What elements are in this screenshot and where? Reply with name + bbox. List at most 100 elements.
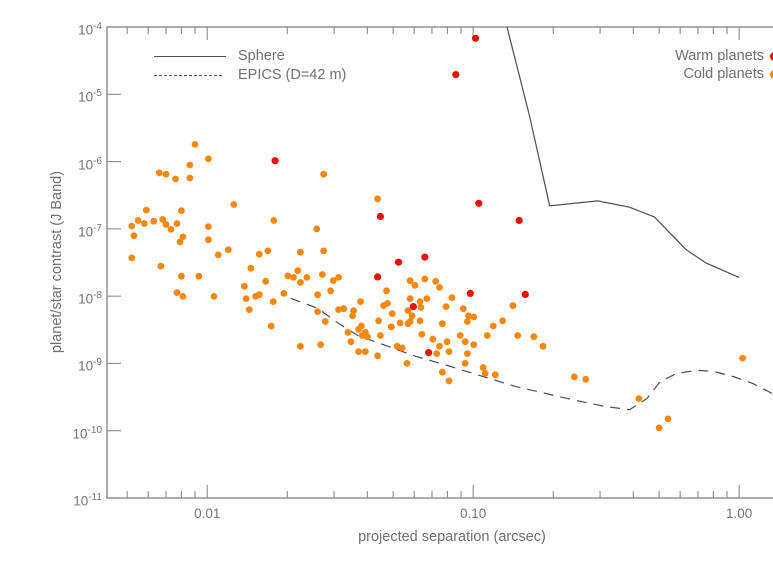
cold-planets-point xyxy=(340,305,348,313)
cold-planets-point xyxy=(157,262,165,270)
cold-planets-point xyxy=(483,332,491,339)
cold-planets-point xyxy=(423,295,431,302)
cold-planets-point xyxy=(317,341,324,349)
sphere-line-swatch xyxy=(154,56,226,57)
cold-planets-point xyxy=(377,332,384,339)
cold-planets-point xyxy=(363,333,371,341)
x-tick-label: 1.00 xyxy=(726,506,753,521)
cold-planets-point xyxy=(245,306,253,313)
cold-planets-point xyxy=(319,271,326,278)
cold-planets-point xyxy=(178,207,185,215)
cold-planets-point xyxy=(461,338,469,346)
legend-label-warm-planets: Warm planets xyxy=(675,48,764,64)
cold-planets-point xyxy=(284,272,292,280)
legend-label-sphere: Sphere xyxy=(238,48,285,64)
cold-planets-point xyxy=(224,246,232,254)
cold-planets-point xyxy=(470,341,478,349)
cold-planets-point xyxy=(150,217,158,225)
cold-planets-point xyxy=(350,307,357,314)
contrast-scatter-plot: 10-4 10-5 10-6 10-7 10-8 10-9 10-10 10-11 0.01 0… xyxy=(40,16,773,557)
cold-planets-point xyxy=(421,275,429,283)
cold-planets-point xyxy=(436,284,443,291)
warm-planets-point xyxy=(466,289,474,297)
cold-planets-point xyxy=(448,294,456,301)
cold-planets-point xyxy=(635,395,643,402)
cold-planets-point xyxy=(374,195,381,203)
y-tick-label: 10-6 xyxy=(78,155,102,173)
cold-planets-point xyxy=(432,277,440,285)
cold-planets-point xyxy=(290,274,297,281)
cold-planets-point xyxy=(162,221,170,228)
cold-planets-point xyxy=(416,298,424,305)
cold-planets-point xyxy=(327,287,334,295)
cold-planets-point xyxy=(314,308,321,315)
cold-planets-point xyxy=(297,248,304,256)
cold-planets-point xyxy=(178,272,185,280)
legend-label-cold-planets: Cold planets xyxy=(683,66,764,82)
plot-canvas xyxy=(106,26,773,499)
cold-planets-point xyxy=(210,293,218,300)
cold-planets-point xyxy=(255,291,263,299)
cold-planets-point xyxy=(247,264,255,272)
cold-planets-point xyxy=(262,277,270,285)
cold-planets-point xyxy=(176,238,184,246)
cold-planets-point xyxy=(270,217,278,224)
cold-planets-point xyxy=(294,267,302,274)
warm-planets-point xyxy=(515,216,523,225)
cold-planets-point xyxy=(130,232,138,240)
cold-planets-point xyxy=(162,170,170,178)
cold-planets-point xyxy=(396,319,404,327)
cold-planets-point xyxy=(241,282,248,290)
cold-planets-point xyxy=(179,293,187,300)
cold-planets-point xyxy=(461,360,469,367)
cold-planets-point xyxy=(173,220,181,227)
cold-planets-point xyxy=(445,348,453,355)
cold-planets-point xyxy=(267,322,275,330)
cold-planets-point xyxy=(664,415,672,423)
x-tick-label: 0.10 xyxy=(460,506,487,521)
cold-planets-point xyxy=(489,322,497,330)
cold-planets-point xyxy=(195,272,203,280)
cold-planets-point xyxy=(186,174,194,182)
cold-planets-point xyxy=(739,354,746,362)
cold-planets-point xyxy=(297,342,304,350)
cold-planets-point xyxy=(509,302,517,310)
cold-planets-point xyxy=(128,254,136,262)
cold-planets-point xyxy=(464,318,471,325)
y-tick-label: 10-11 xyxy=(73,492,102,509)
cold-planets-point xyxy=(303,274,311,281)
cold-planets-point xyxy=(349,312,356,320)
cold-planets-point xyxy=(191,141,199,148)
cold-planets-point xyxy=(499,317,506,325)
cold-planets-point xyxy=(320,247,327,255)
cold-planets-point xyxy=(514,332,522,339)
cold-planets-point xyxy=(443,338,451,346)
sphere-curve xyxy=(506,26,740,278)
cold-planets-point xyxy=(297,279,304,286)
cold-planets-point xyxy=(264,247,272,255)
cold-planets-point xyxy=(320,170,327,178)
cold-planets-point xyxy=(456,332,464,339)
cold-planets-point xyxy=(335,306,342,313)
cold-planets-point xyxy=(439,320,446,328)
cold-planets-point xyxy=(142,206,150,214)
cold-planets-point xyxy=(361,348,369,355)
cold-planets-point xyxy=(355,348,362,355)
cold-planets-point xyxy=(655,424,663,432)
y-tick-label: 10-7 xyxy=(78,222,102,240)
cold-planets-point xyxy=(416,317,424,325)
y-axis-title: planet/star contrast (J Band) xyxy=(49,170,65,354)
cold-planets-point xyxy=(230,201,238,208)
cold-planets-point xyxy=(280,290,288,297)
cold-planets-point xyxy=(439,368,446,376)
cold-planets-point xyxy=(214,251,222,259)
cold-planets-point xyxy=(398,344,406,352)
warm-planets-point xyxy=(471,34,480,42)
warm-planets-point xyxy=(394,258,403,266)
cold-planets-point xyxy=(406,295,414,302)
warm-planets-point xyxy=(521,290,529,298)
cold-planets-point xyxy=(417,304,425,311)
cold-planets-point xyxy=(173,289,181,296)
cold-planets-point xyxy=(329,277,337,284)
x-tick-label: 0.01 xyxy=(194,506,221,521)
